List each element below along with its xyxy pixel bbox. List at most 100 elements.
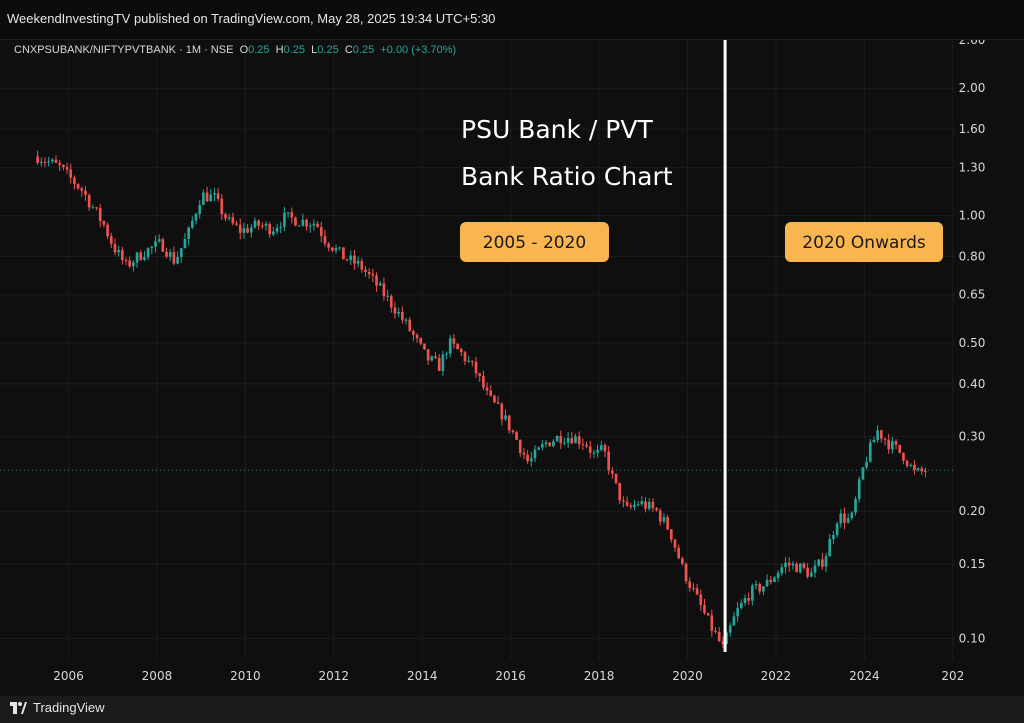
candle [356,256,360,268]
candle [386,289,389,302]
candle [408,317,412,333]
x-tick-label: 2016 [495,669,526,683]
candle [375,272,378,292]
candle [485,382,489,396]
candle [607,446,610,475]
x-axis-ticks: 2006 2008 2010 2012 2014 2016 2018 2020 2022 2024… [53,669,964,683]
candle [618,482,622,505]
candle [802,562,806,570]
candle [471,360,474,367]
x-tick-label: 2024 [849,669,880,683]
close-label: C [344,44,353,56]
candle [209,189,213,202]
candle [261,222,264,230]
candle [224,212,227,222]
candle [640,496,644,507]
tradingview-logo-icon [10,701,27,714]
candle [828,534,832,557]
candle [559,430,563,449]
candle [588,440,592,459]
high-value: 0.25 [283,44,306,56]
candle [95,206,98,211]
candle [622,496,625,508]
candle [515,430,518,441]
candle [846,513,850,524]
x-tick-label: 2008 [142,669,173,683]
candle [482,370,485,391]
candle [839,509,843,528]
candle [452,333,456,349]
candle [780,563,784,576]
symbol-label[interactable]: CNXPSUBANK/NIFTYPVTBANK · 1M · NSE [14,44,234,56]
candle [522,447,526,460]
candle [721,636,725,648]
candle [909,463,913,468]
candle [596,444,599,458]
candle [809,567,813,577]
y-tick-label: 0.10 [959,632,986,646]
candle [813,559,817,578]
candle [887,433,891,454]
candle [577,431,581,450]
candle [614,473,618,485]
candle [191,216,194,230]
candle [437,354,441,372]
candle [891,436,894,454]
y-tick-label: 1.00 [959,209,986,223]
candles [36,150,927,648]
candle [710,609,714,637]
candle [342,247,345,260]
candle [714,627,717,634]
candle [504,409,507,422]
candle [345,258,349,262]
candle [743,594,747,606]
candle [179,248,183,263]
candle [566,432,570,448]
candle [493,394,496,404]
x-tick-label: 2014 [407,669,438,683]
brand-name: TradingView [33,700,105,715]
badge-2005-2020-label: 2005 - 2020 [483,233,586,253]
candle [393,301,397,319]
candle [736,601,739,622]
candle [463,350,467,366]
candle [592,449,596,459]
candle [662,513,666,525]
candle [168,249,172,262]
y-axis-ticks: 2.602.001.601.301.000.800.650.500.400.30… [959,33,986,646]
candle [474,356,478,378]
brand[interactable]: TradingView [10,700,105,715]
candle [62,164,65,171]
candle [647,498,651,511]
candle [172,246,176,266]
candle [319,221,323,243]
candle [511,429,515,435]
candle [456,343,459,350]
candle [205,186,209,203]
candle [611,467,614,479]
candle [555,435,559,442]
x-tick-label: 2018 [584,669,615,683]
candle [898,444,902,454]
candle [238,218,242,240]
candle [397,307,400,318]
candle [65,162,69,174]
candle [334,244,338,254]
candle [415,332,419,343]
candle [677,544,680,559]
candle [253,217,257,229]
candle [294,216,297,227]
candle [87,193,91,211]
candle [76,183,80,191]
candle [434,351,437,360]
candle [894,439,898,450]
candle [80,186,84,197]
candle [43,157,47,168]
candle [419,337,423,346]
candle [717,627,721,643]
candle [283,207,286,232]
candle [784,556,787,574]
y-tick-label: 1.30 [959,160,986,174]
candle [353,250,356,270]
